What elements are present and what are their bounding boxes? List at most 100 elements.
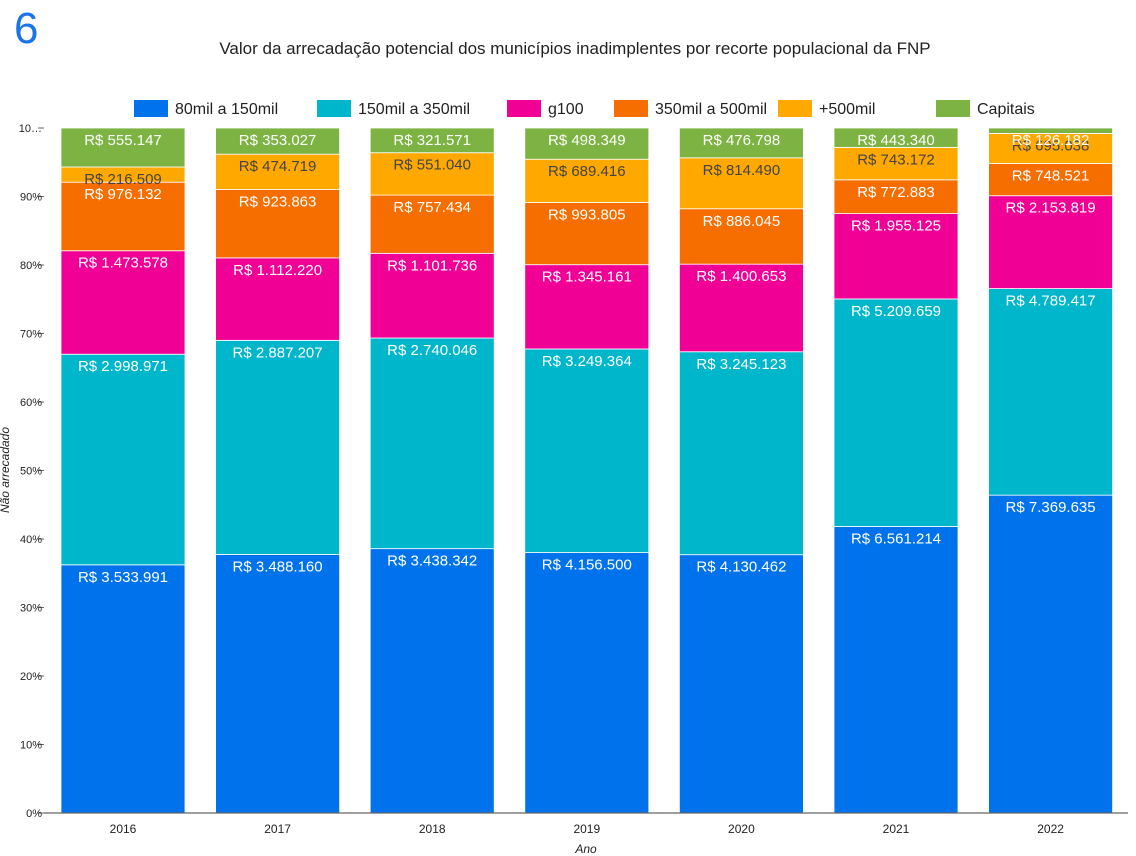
bar-segment[interactable]	[215, 257, 341, 341]
bar-segment[interactable]	[833, 298, 959, 527]
legend-swatch	[507, 100, 541, 117]
bar-segment[interactable]	[369, 337, 495, 550]
data-label: R$ 476.798	[703, 132, 781, 149]
y-tick-label: 70%	[20, 329, 42, 341]
legend-item[interactable]: g100	[507, 100, 584, 118]
data-label: R$ 886.045	[703, 213, 781, 230]
bar-segment[interactable]	[369, 548, 495, 814]
legend-item[interactable]: 150mil a 350mil	[317, 100, 470, 118]
data-label: R$ 923.863	[239, 193, 317, 210]
bar-segment[interactable]	[524, 202, 650, 266]
legend-item[interactable]: 80mil a 150mil	[134, 100, 278, 118]
data-label: R$ 353.027	[239, 132, 317, 149]
bar-segment[interactable]	[215, 188, 341, 259]
legend-label: +500mil	[819, 101, 875, 118]
bar-segment[interactable]	[60, 353, 186, 566]
data-label: R$ 4.156.500	[542, 557, 632, 574]
legend: 80mil a 150mil 150mil a 350mil g100 350mil …	[134, 100, 1035, 118]
data-label: R$ 814.490	[703, 162, 781, 179]
bar-segment[interactable]	[988, 288, 1113, 496]
bar-segment[interactable]	[369, 194, 495, 254]
legend-label: Capitais	[977, 101, 1035, 118]
data-label: R$ 772.883	[857, 184, 935, 201]
bar-segment[interactable]	[679, 127, 804, 159]
legend-swatch	[134, 100, 168, 117]
bar-segment[interactable]	[60, 127, 186, 168]
legend-swatch	[614, 100, 648, 117]
y-tick-label: 80%	[20, 260, 42, 272]
bar-segment[interactable]	[524, 348, 650, 553]
bar-segment[interactable]	[215, 127, 341, 155]
bar-segment[interactable]	[833, 146, 959, 181]
data-label: R$ 993.805	[548, 206, 626, 223]
x-tick-label: 2018	[419, 822, 446, 836]
bar-segment[interactable]	[369, 127, 495, 154]
data-label: R$ 1.955.125	[851, 218, 941, 235]
data-label: R$ 4.789.417	[1006, 293, 1096, 310]
bar-segment[interactable]	[524, 127, 650, 160]
data-label: R$ 3.488.160	[233, 558, 323, 575]
data-label: R$ 555.147	[84, 132, 162, 149]
bar-segment[interactable]	[988, 494, 1113, 814]
y-tick-label: 0%	[26, 808, 42, 820]
bar-stack-2016: R$ 3.533.991 R$ 2.998.971 R$ 1.473.578 R$ 9…	[60, 127, 186, 814]
bar-segment[interactable]	[679, 157, 804, 210]
bar-stack-2017: R$ 3.488.160 R$ 2.887.207 R$ 1.112.220 R$ 9…	[215, 127, 341, 814]
bar-segment[interactable]	[679, 351, 804, 556]
bar-segment[interactable]	[60, 564, 186, 814]
data-label: R$ 2.887.207	[233, 344, 323, 361]
bar-segment[interactable]	[679, 208, 804, 265]
bar-segment[interactable]	[679, 263, 804, 353]
bar-segment[interactable]	[369, 252, 495, 339]
data-label: R$ 1.473.578	[78, 255, 168, 272]
page-number: 6	[14, 4, 39, 53]
bar-segment[interactable]	[833, 526, 959, 814]
bar-segment[interactable]	[369, 152, 495, 196]
legend-swatch	[317, 100, 351, 117]
y-tick-label: 60%	[20, 397, 42, 409]
data-label: R$ 5.209.659	[851, 303, 941, 320]
bars: R$ 3.533.991 R$ 2.998.971 R$ 1.473.578 R$ 9…	[60, 127, 1113, 814]
data-label: R$ 4.130.462	[696, 559, 786, 576]
bar-segment[interactable]	[60, 181, 186, 252]
bar-segment[interactable]	[524, 264, 650, 350]
bar-segment[interactable]	[833, 127, 959, 148]
data-label: R$ 1.345.161	[542, 269, 632, 286]
data-label: R$ 3.249.364	[542, 353, 632, 370]
bar-segment[interactable]	[524, 552, 650, 814]
data-label: R$ 2.998.971	[78, 358, 168, 375]
bar-segment[interactable]	[988, 133, 1113, 164]
data-label: R$ 1.400.653	[696, 268, 786, 285]
data-label: R$ 2.740.046	[387, 342, 477, 359]
data-label: R$ 474.719	[239, 158, 317, 175]
legend-item[interactable]: Capitais	[936, 100, 1035, 118]
bar-stack-2022: R$ 7.369.635 R$ 4.789.417 R$ 2.153.819 R$ 7…	[988, 127, 1113, 814]
data-label: R$ 443.340	[857, 132, 935, 149]
legend-label: 350mil a 500mil	[655, 101, 767, 118]
data-label: R$ 689.416	[548, 163, 626, 180]
data-label: R$ 126.182	[1012, 132, 1090, 149]
data-label: R$ 551.040	[393, 157, 471, 174]
bar-segment[interactable]	[215, 339, 341, 555]
data-label: R$ 695.038	[1012, 137, 1090, 154]
x-axis-label: Ano	[574, 842, 597, 856]
bar-segment[interactable]	[679, 554, 804, 814]
legend-item[interactable]: 350mil a 500mil	[614, 100, 767, 118]
data-label: R$ 1.112.220	[233, 262, 322, 279]
bar-segment[interactable]	[833, 179, 959, 214]
data-label: R$ 757.434	[393, 199, 471, 216]
legend-item[interactable]: +500mil	[778, 100, 875, 118]
x-tick-label: 2020	[728, 822, 755, 836]
bar-segment[interactable]	[60, 250, 186, 355]
data-label: R$ 976.132	[84, 186, 162, 203]
data-label: R$ 3.438.342	[387, 553, 477, 570]
bar-segment[interactable]	[215, 153, 341, 190]
data-label: R$ 3.533.991	[78, 569, 168, 586]
bar-segment[interactable]	[215, 553, 341, 814]
y-tick-label: 30%	[20, 603, 42, 615]
bar-segment[interactable]	[524, 158, 650, 203]
data-label: R$ 216.509	[84, 171, 162, 188]
y-tick-label: 20%	[20, 671, 42, 683]
bar-segment[interactable]	[988, 127, 1113, 134]
